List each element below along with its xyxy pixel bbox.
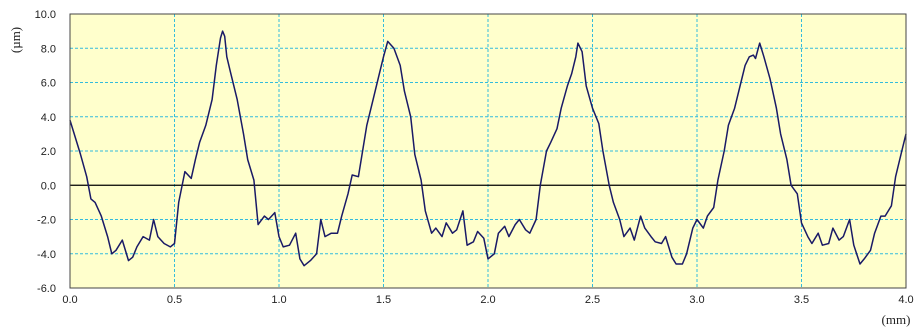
x-tick-label: 3.5: [794, 294, 809, 306]
y-tick-label: -4.0: [37, 249, 56, 261]
x-axis-ticks: 0.0 0.5 1.0 1.5 2.0 2.5 3.0 3.5 4.0: [62, 294, 913, 306]
y-tick-label: 2.0: [41, 146, 56, 158]
x-tick-label: 0.5: [167, 294, 182, 306]
y-tick-label: 6.0: [41, 78, 56, 90]
x-tick-label: 1.0: [271, 294, 286, 306]
x-tick-label: 2.0: [480, 294, 495, 306]
y-tick-label: 8.0: [41, 43, 56, 55]
x-tick-label: 1.5: [376, 294, 391, 306]
x-tick-label: 0.0: [62, 294, 77, 306]
y-tick-label: 0.0: [41, 180, 56, 192]
plot-frame: [69, 13, 907, 289]
y-tick-label: -6.0: [37, 283, 56, 295]
y-tick-label: -2.0: [37, 215, 56, 227]
profile-series-line: [69, 30, 907, 267]
y-tick-label: 10.0: [35, 9, 56, 21]
y-axis-ticks: 10.0 8.0 6.0 4.0 2.0 0.0 -2.0 -4.0 -6.0: [35, 9, 56, 295]
x-tick-label: 2.5: [585, 294, 600, 306]
x-tick-label: 3.0: [689, 294, 704, 306]
x-tick-label: 4.0: [898, 294, 913, 306]
y-tick-label: 4.0: [41, 112, 56, 124]
y-axis-label: (µm): [8, 27, 23, 53]
x-axis-label: (mm): [882, 312, 911, 327]
